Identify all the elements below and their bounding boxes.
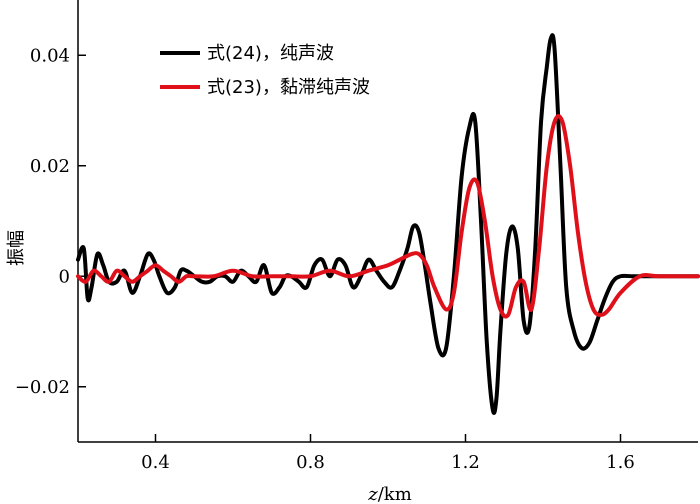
y-ticks: −0.02 0 0.02 0.04 <box>15 45 86 398</box>
x-axis-title-var: z <box>367 484 378 504</box>
x-tick-label: 0.4 <box>141 452 170 473</box>
y-tick-label: 0.04 <box>30 45 70 66</box>
x-axis-title: z/km <box>367 484 412 504</box>
x-tick-label: 1.6 <box>606 452 635 473</box>
series-line-black <box>76 33 700 415</box>
series-line-red <box>76 114 700 319</box>
series-layer <box>76 33 700 415</box>
x-tick-label: 1.2 <box>451 452 480 473</box>
x-axis-title-unit: /km <box>378 484 412 504</box>
plot-frame <box>77 0 698 443</box>
legend-label-1: 式(23)，黏滞纯声波 <box>207 77 370 98</box>
legend: 式(24)，纯声波 式(23)，黏滞纯声波 <box>160 43 370 98</box>
y-axis-title: 振幅 <box>6 230 27 266</box>
y-tick-label: −0.02 <box>15 377 70 398</box>
y-tick-label: 0 <box>59 266 70 287</box>
svg-text:z/km: z/km <box>367 484 412 504</box>
x-tick-label: 0.8 <box>296 452 325 473</box>
legend-label-0: 式(24)，纯声波 <box>207 43 334 64</box>
x-ticks: 0.4 0.8 1.2 1.6 <box>141 434 635 473</box>
y-tick-label: 0.02 <box>30 156 70 177</box>
